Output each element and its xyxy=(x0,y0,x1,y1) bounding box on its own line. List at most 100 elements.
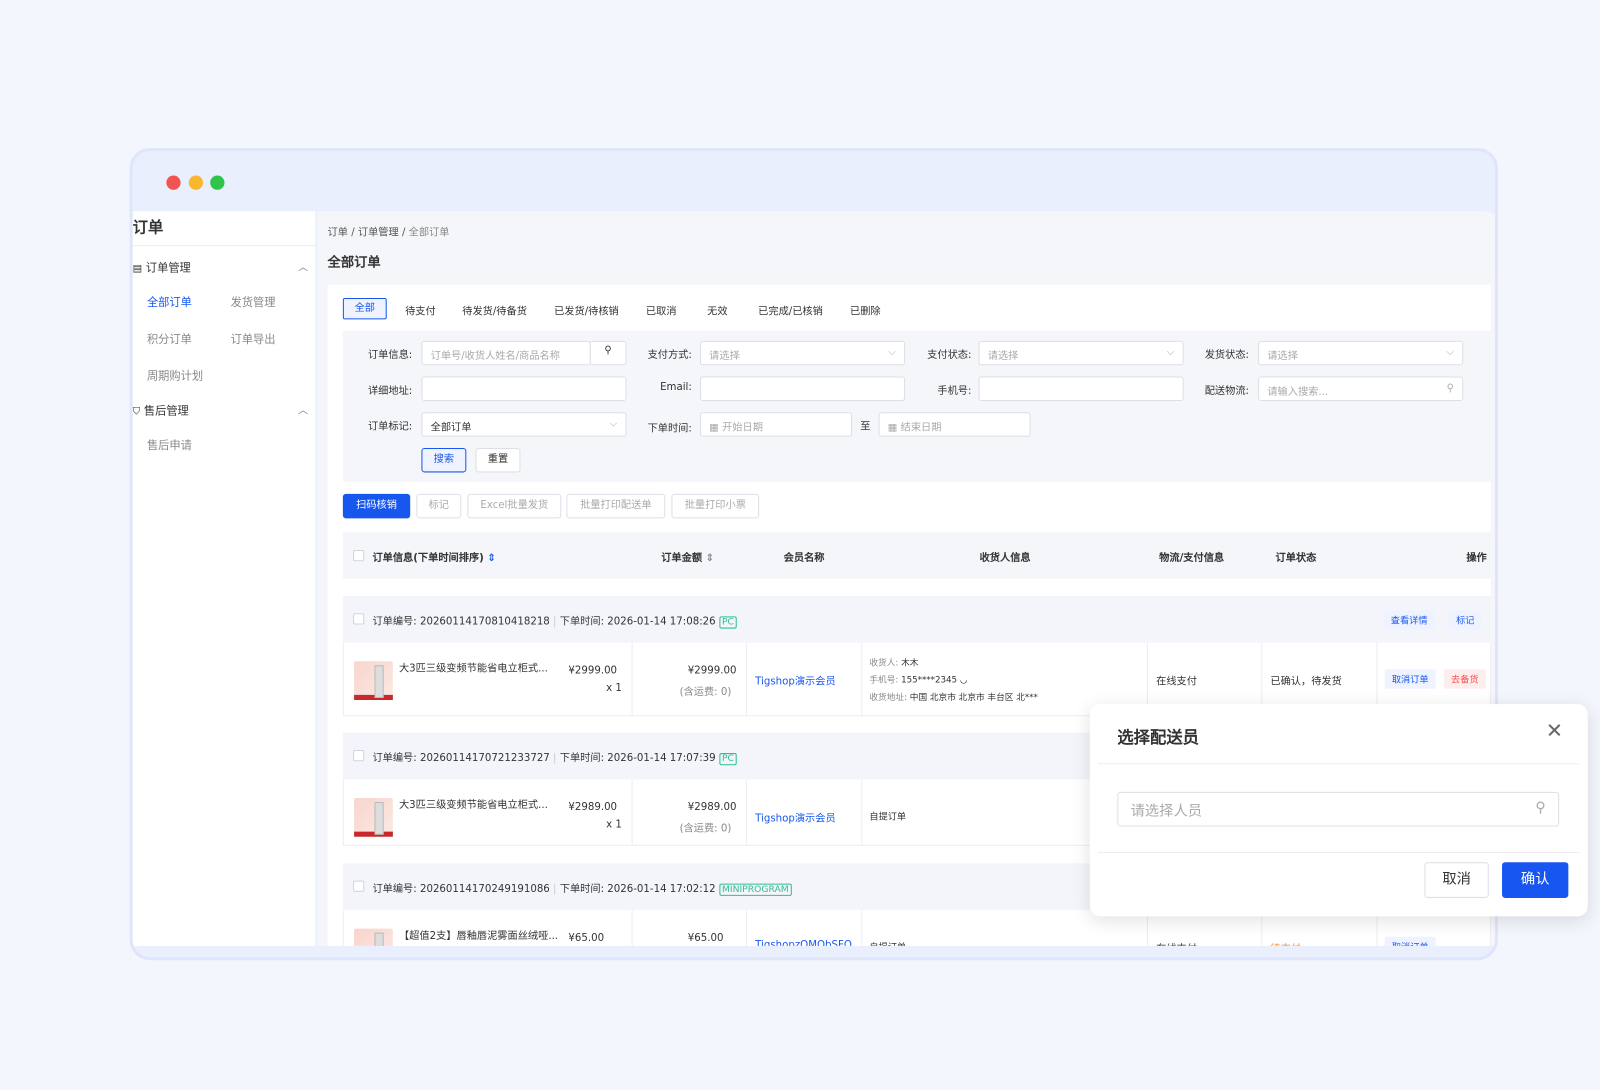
start-date-input[interactable]: ▦ 开始日期 xyxy=(699,412,853,437)
order-number: 订单编号: 20260114170810418218 | 下单时间: 2026-… xyxy=(372,612,737,629)
breadcrumb-current: 全部订单 xyxy=(408,227,450,239)
tab-shipped[interactable]: 已发货/待核销 xyxy=(554,306,619,318)
member-link[interactable]: TigshopzQMQbSFQ xyxy=(755,939,852,946)
maximize-window-button[interactable] xyxy=(210,175,225,190)
sidebar-group-order-management[interactable]: ▤ 订单管理 xyxy=(133,259,191,275)
order-checkbox[interactable] xyxy=(353,613,365,625)
pay-method-select[interactable]: 请选择 ⌵ xyxy=(699,340,906,366)
column-order-info[interactable]: 订单信息(下单时间排序) ⇕ xyxy=(372,553,496,565)
member-link[interactable]: Tigshop演示会员 xyxy=(755,813,836,825)
close-window-button[interactable] xyxy=(166,175,181,190)
mark-order-button[interactable]: 标记 xyxy=(1448,610,1482,630)
unit-price: ¥65.00 xyxy=(568,932,605,944)
column-receiver: 收货人信息 xyxy=(979,553,1031,565)
product-name[interactable]: 大3匹三级变频节能省电立柜式... xyxy=(398,663,548,675)
sidebar-item-all-orders[interactable]: 全部订单 xyxy=(146,295,192,310)
sidebar-title: 订单 xyxy=(132,218,164,237)
courier-select-input[interactable]: 请选择人员 ⚲ xyxy=(1117,791,1560,827)
mark-button[interactable]: 标记 xyxy=(416,493,462,519)
cancel-order-button[interactable]: 取消订单 xyxy=(1384,669,1436,689)
product-name[interactable]: 大3匹三级变频节能省电立柜式... xyxy=(398,799,548,812)
print-receipt-button[interactable]: 批量打印小票 xyxy=(671,493,760,519)
close-icon[interactable]: ✕ xyxy=(1545,718,1564,743)
view-details-button[interactable]: 查看详情 xyxy=(1383,610,1435,630)
filter-area: 订单信息: 订单号/收货人姓名/商品名称 ⚲ 支付方式: 请选择 ⌵ 支付状态: … xyxy=(342,330,1491,482)
order-number: 订单编号: 20260114170721233727 | 下单时间: 2026-… xyxy=(372,749,737,766)
chevron-up-icon[interactable]: ︿ xyxy=(297,405,309,417)
scan-verify-button[interactable]: 扫码核销 xyxy=(342,493,411,519)
column-amount[interactable]: 订单金额 ⇕ xyxy=(661,553,715,565)
product-thumbnail[interactable] xyxy=(354,928,393,946)
order-checkbox[interactable] xyxy=(353,880,365,892)
modal-title: 选择配送员 xyxy=(1117,727,1199,747)
label: 下单时间: xyxy=(647,423,692,435)
quantity: x 1 xyxy=(606,819,622,831)
tab-all[interactable]: 全部 xyxy=(342,297,387,320)
search-button[interactable]: 搜索 xyxy=(421,447,467,473)
chevron-down-icon: ⌵ xyxy=(609,418,618,430)
order-group-header: 订单编号: 20260114170810418218 | 下单时间: 2026-… xyxy=(342,595,1491,643)
source-tag: PC xyxy=(718,753,737,766)
eye-closed-icon[interactable]: ◡ xyxy=(959,675,968,686)
tab-deleted[interactable]: 已删除 xyxy=(849,306,881,318)
tab-cancelled[interactable]: 已取消 xyxy=(645,306,677,318)
sidebar-item-shipping[interactable]: 发货管理 xyxy=(230,295,276,310)
search-icon[interactable]: ⚲ xyxy=(589,340,627,366)
sidebar: 订单 ▤ 订单管理 ︿ 全部订单 发货管理 积分订单 订单导出 周期购计划 ⛉ … xyxy=(132,211,316,946)
order-mark-select[interactable]: 全部订单 ⌵ xyxy=(421,412,627,437)
chevron-down-icon: ⌵ xyxy=(1166,346,1175,359)
receiver-info: 自提订单 xyxy=(869,812,907,823)
product-thumbnail[interactable] xyxy=(354,661,393,700)
excel-ship-button[interactable]: Excel批量发货 xyxy=(467,493,562,519)
sort-icon: ⇕ xyxy=(487,553,496,565)
panel: 全部 待支付 待发货/待备货 已发货/待核销 已取消 无效 已完成/已核销 已删… xyxy=(327,284,1491,946)
minimize-window-button[interactable] xyxy=(188,175,204,190)
pay-status-select[interactable]: 请选择 ⌵ xyxy=(978,340,1184,366)
label: 发货状态: xyxy=(1204,349,1249,362)
label: 订单标记: xyxy=(367,421,413,433)
sidebar-item-export[interactable]: 订单导出 xyxy=(230,332,276,346)
reset-button[interactable]: 重置 xyxy=(475,447,521,473)
address-input[interactable] xyxy=(421,376,627,402)
sidebar-item-cycle-plan[interactable]: 周期购计划 xyxy=(146,369,204,383)
chevron-up-icon[interactable]: ︿ xyxy=(297,262,309,274)
order-info-input[interactable]: 订单号/收货人姓名/商品名称 xyxy=(421,340,591,366)
member-link[interactable]: Tigshop演示会员 xyxy=(755,676,836,688)
order-status: 待支付 xyxy=(1270,940,1301,946)
column-actions: 操作 xyxy=(1466,553,1487,565)
breadcrumb-item[interactable]: 订单管理 xyxy=(357,227,399,239)
table-row: 【超值2支】唇釉唇泥雾面丝绒哑... ¥65.00 ¥65.00 Tigshop… xyxy=(342,910,1491,946)
select-all-checkbox[interactable] xyxy=(353,549,365,562)
shipping-fee: (含运费: 0) xyxy=(679,823,732,835)
breadcrumb: 订单 / 订单管理 / 全部订单 xyxy=(327,227,450,239)
main-content: 订单 / 订单管理 / 全部订单 全部订单 全部 待支付 待发货/待备货 已发货… xyxy=(317,211,1495,946)
cancel-button[interactable]: 取消 xyxy=(1424,862,1489,898)
calendar-icon: ▦ xyxy=(887,422,898,434)
quantity: x 1 xyxy=(606,682,622,694)
confirm-button[interactable]: 确认 xyxy=(1502,862,1569,898)
sort-icon: ⇕ xyxy=(705,553,715,565)
search-icon: ⚲ xyxy=(1535,799,1546,817)
phone-input[interactable] xyxy=(978,376,1184,402)
print-delivery-button[interactable]: 批量打印配送单 xyxy=(566,493,666,519)
source-tag: MINIPROGRAM xyxy=(718,883,792,896)
sidebar-group-after-sales[interactable]: ⛉ 售后管理 xyxy=(133,402,189,418)
end-date-input[interactable]: ▦ 结束日期 xyxy=(878,412,1031,437)
order-checkbox[interactable] xyxy=(353,749,365,762)
tab-pending-payment[interactable]: 待支付 xyxy=(405,306,436,318)
sidebar-item-after-sales-apply[interactable]: 售后申请 xyxy=(146,438,192,453)
prepare-goods-button[interactable]: 去备货 xyxy=(1443,669,1486,689)
cancel-order-button[interactable]: 取消订单 xyxy=(1384,936,1436,946)
sidebar-item-points-orders[interactable]: 积分订单 xyxy=(146,332,192,346)
calendar-icon: ▦ xyxy=(709,422,719,434)
product-thumbnail[interactable] xyxy=(354,797,393,837)
tab-pending-shipment[interactable]: 待发货/待备货 xyxy=(462,306,527,318)
product-name[interactable]: 【超值2支】唇釉唇泥雾面丝绒哑... xyxy=(398,930,559,942)
breadcrumb-item[interactable]: 订单 xyxy=(327,227,348,239)
email-input[interactable] xyxy=(699,376,906,402)
tab-completed[interactable]: 已完成/已核销 xyxy=(758,306,823,318)
tab-invalid[interactable]: 无效 xyxy=(707,306,728,318)
logistics-input[interactable]: 请输入搜索... ⚲ xyxy=(1258,376,1464,402)
group-label: 售后管理 xyxy=(143,404,189,418)
ship-status-select[interactable]: 请选择 ⌵ xyxy=(1258,340,1464,366)
